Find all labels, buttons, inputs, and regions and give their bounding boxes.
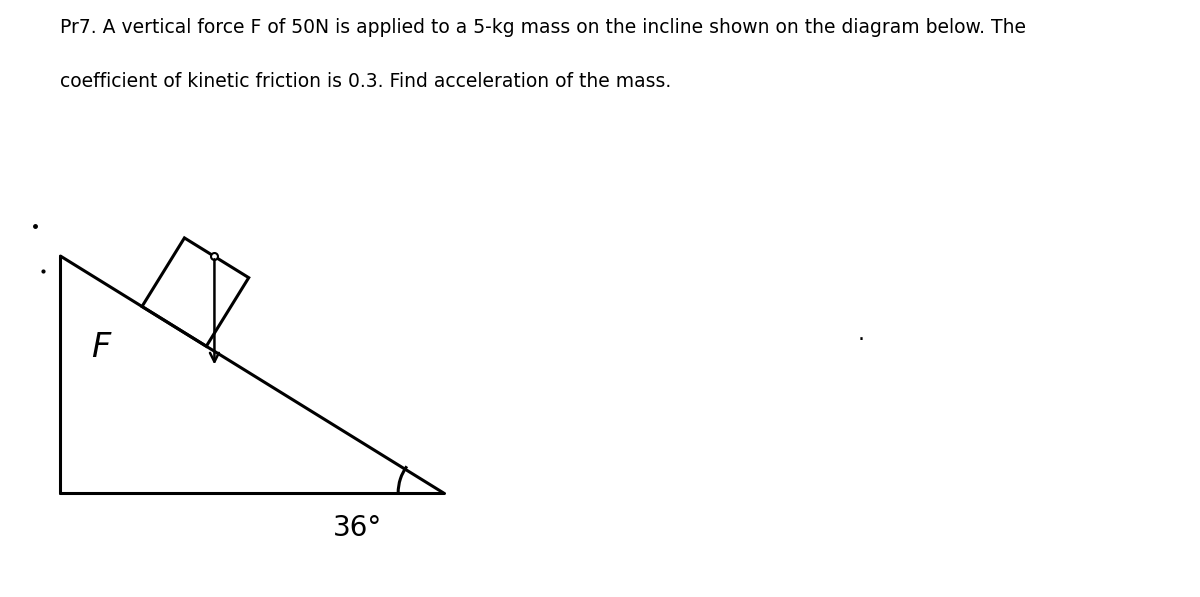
Text: ·: · <box>858 330 865 350</box>
Text: Pr7. A vertical force F of 50N is applied to a 5-kg mass on the incline shown on: Pr7. A vertical force F of 50N is applie… <box>60 18 1026 37</box>
Text: F: F <box>91 331 110 364</box>
Text: coefficient of kinetic friction is 0.3. Find acceleration of the mass.: coefficient of kinetic friction is 0.3. … <box>60 72 671 91</box>
Text: 36°: 36° <box>332 514 382 542</box>
